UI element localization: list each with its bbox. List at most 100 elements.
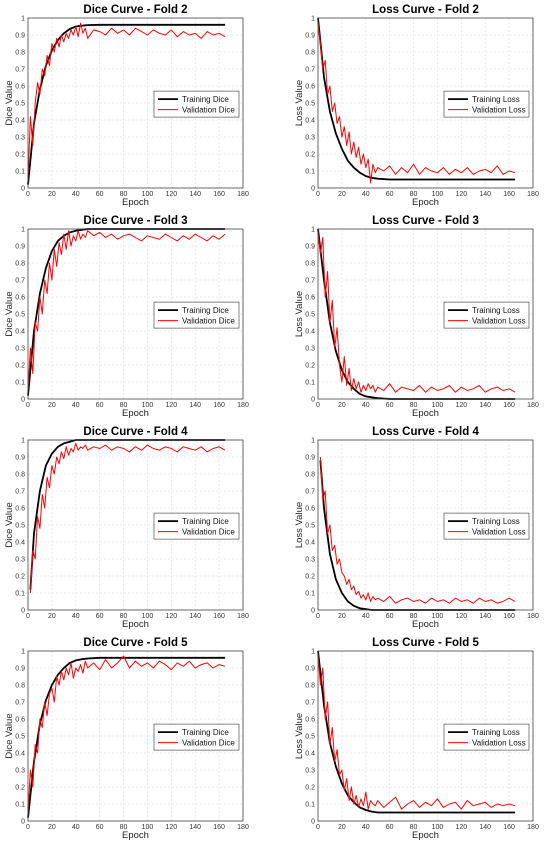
x-tick-label: 180 bbox=[237, 402, 249, 409]
x-tick-label: 180 bbox=[527, 824, 539, 831]
legend-label: Validation Dice bbox=[182, 105, 235, 114]
y-tick-label: 0.5 bbox=[305, 523, 315, 530]
x-tick-label: 60 bbox=[96, 191, 104, 198]
legend-label: Validation Loss bbox=[472, 105, 526, 114]
y-tick-label: 0.8 bbox=[305, 50, 315, 57]
chart-panel-8: 0 20 40 60 80 100 120 140 160 180 0 0.1 0.2 0.3 0.4 0.5… bbox=[294, 637, 539, 841]
validation-series-line bbox=[317, 21, 516, 184]
legend-label: Validation Dice bbox=[182, 527, 235, 536]
x-tick-label: 0 bbox=[26, 613, 30, 620]
y-tick-label: 0.9 bbox=[15, 33, 25, 40]
plot-frame bbox=[27, 650, 244, 822]
chart-panel-4: 0 20 40 60 80 100 120 140 160 180 0 0.1 0.2 0.3 0.4 0.5… bbox=[294, 215, 539, 419]
y-tick-label: 0.5 bbox=[15, 734, 25, 741]
x-tick-label: 120 bbox=[165, 613, 177, 620]
y-tick-label: 0.1 bbox=[15, 169, 25, 176]
x-axis-label: Epoch bbox=[412, 619, 439, 630]
x-tick-label: 40 bbox=[362, 402, 370, 409]
x-tick-label: 120 bbox=[455, 613, 467, 620]
y-axis-label: Loss Value bbox=[294, 502, 305, 548]
y-axis-label: Dice Value bbox=[4, 80, 15, 125]
chart-panel-7: 0 20 40 60 80 100 120 140 160 180 0 0.1 0.2 0.3 0.4 0.5… bbox=[4, 637, 249, 841]
y-tick-label: 0.8 bbox=[305, 683, 315, 690]
y-tick-label: 0.5 bbox=[305, 101, 315, 108]
y-tick-label: 0.9 bbox=[305, 666, 315, 673]
training-series-line bbox=[317, 650, 516, 814]
x-tick-label: 20 bbox=[48, 613, 56, 620]
y-tick-label: 0.9 bbox=[305, 33, 315, 40]
y-tick-label: 0.3 bbox=[305, 135, 315, 142]
y-tick-label: 1 bbox=[311, 438, 315, 445]
y-tick-label: 0.7 bbox=[15, 67, 25, 74]
y-tick-label: 0.5 bbox=[305, 734, 315, 741]
x-tick-label: 120 bbox=[165, 191, 177, 198]
legend-label: Training Loss bbox=[472, 95, 520, 104]
y-tick-label: 0.9 bbox=[305, 455, 315, 462]
y-tick-label: 0.5 bbox=[15, 523, 25, 530]
legend-label: Validation Loss bbox=[472, 738, 526, 747]
y-tick-label: 0.7 bbox=[305, 489, 315, 496]
x-tick-label: 0 bbox=[26, 402, 30, 409]
chart-title: Loss Curve - Fold 4 bbox=[372, 426, 479, 438]
y-tick-label: 0 bbox=[311, 186, 315, 193]
y-tick-label: 0.2 bbox=[15, 152, 25, 159]
x-tick-label: 40 bbox=[72, 191, 80, 198]
x-tick-label: 80 bbox=[120, 402, 128, 409]
y-tick-label: 0.4 bbox=[15, 118, 25, 125]
y-tick-label: 0.2 bbox=[305, 785, 315, 792]
x-tick-label: 120 bbox=[455, 402, 467, 409]
x-tick-label: 180 bbox=[237, 824, 249, 831]
legend-box bbox=[153, 723, 240, 751]
legend-label: Training Loss bbox=[472, 517, 520, 526]
x-tick-label: 140 bbox=[479, 191, 491, 198]
plot-frame bbox=[317, 439, 534, 611]
x-tick-label: 80 bbox=[120, 191, 128, 198]
y-tick-label: 0.5 bbox=[305, 312, 315, 319]
legend-label: Validation Dice bbox=[182, 316, 235, 325]
x-tick-label: 120 bbox=[455, 191, 467, 198]
chart-title: Loss Curve - Fold 5 bbox=[372, 637, 479, 649]
x-axis-label: Epoch bbox=[122, 197, 149, 208]
x-tick-label: 80 bbox=[410, 191, 418, 198]
validation-series-line bbox=[319, 456, 516, 604]
x-tick-label: 120 bbox=[455, 824, 467, 831]
validation-series-line bbox=[29, 442, 226, 594]
x-axis-label: Epoch bbox=[412, 197, 439, 208]
x-tick-label: 140 bbox=[189, 824, 201, 831]
y-tick-label: 0.6 bbox=[15, 84, 25, 91]
legend-box bbox=[153, 301, 240, 329]
y-tick-label: 0.6 bbox=[15, 506, 25, 513]
legend-label: Training Dice bbox=[182, 517, 229, 526]
legend-label: Training Loss bbox=[472, 306, 520, 315]
y-tick-label: 0.6 bbox=[305, 506, 315, 513]
x-tick-label: 0 bbox=[316, 402, 320, 409]
y-tick-label: 0.4 bbox=[305, 540, 315, 547]
x-tick-label: 160 bbox=[213, 402, 225, 409]
y-tick-label: 0.3 bbox=[305, 557, 315, 564]
y-tick-label: 1 bbox=[21, 649, 25, 656]
y-tick-label: 1 bbox=[21, 227, 25, 234]
legend-box bbox=[443, 90, 530, 118]
y-tick-label: 0.7 bbox=[15, 700, 25, 707]
y-tick-label: 0 bbox=[21, 608, 25, 615]
y-tick-label: 0.7 bbox=[15, 278, 25, 285]
y-tick-label: 0.8 bbox=[15, 50, 25, 57]
x-tick-label: 160 bbox=[503, 613, 515, 620]
x-axis-label: Epoch bbox=[412, 830, 439, 841]
x-tick-label: 0 bbox=[316, 191, 320, 198]
x-tick-label: 60 bbox=[96, 824, 104, 831]
legend-box bbox=[443, 512, 530, 540]
x-tick-label: 20 bbox=[338, 191, 346, 198]
y-axis-label: Loss Value bbox=[294, 713, 305, 759]
x-tick-label: 160 bbox=[503, 191, 515, 198]
y-tick-label: 0 bbox=[311, 819, 315, 826]
x-tick-label: 60 bbox=[386, 191, 394, 198]
y-tick-label: 0.2 bbox=[15, 574, 25, 581]
y-tick-label: 0.8 bbox=[15, 472, 25, 479]
x-tick-label: 180 bbox=[237, 191, 249, 198]
y-tick-label: 1 bbox=[311, 227, 315, 234]
